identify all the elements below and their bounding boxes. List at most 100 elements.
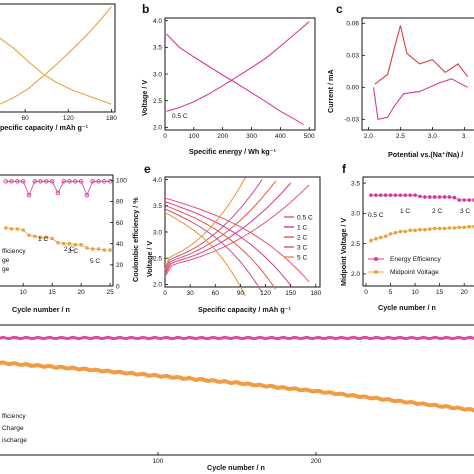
panel-e-legend-label-4: 5 C [297,254,307,261]
panel-f-x-tick-label-3: 15 [436,289,444,296]
panel-f-point [462,225,466,230]
panel-d-point [85,246,89,250]
panel-b-x-tick-label-2: 200 [217,133,228,140]
panel-d-point [27,233,31,237]
panel-d: 10 15 20 25 0 20 40 60 80 100 1 C 2 C 3 C 5 C ff… [0,174,140,314]
panel-f-y-tick-label-0: 2.0 [351,271,360,278]
panel-c-y-tick-label-2: 0.03 [346,53,359,60]
panel-d-x-tick-label-1: 15 [49,289,57,296]
panel-e-charge-1C [164,182,292,275]
panel-e-x-tick-label-0: 0 [163,290,167,297]
panel-f-point [378,193,383,197]
panel-b-curves [166,21,310,126]
panel-b-x-tick-label-3: 300 [246,133,257,140]
panel-b-x-tick-label-1: 100 [188,133,199,140]
panel-a-frame [0,3,116,113]
panel-f-point [398,229,403,234]
panel-d-point [33,234,37,238]
panel-g-x-tick-label-1: 200 [311,458,322,465]
panel-c-y-tick-label-1: 0.00 [346,85,359,92]
legend-midpoint-voltage-label: Midpoint Voltage [390,269,439,276]
panel-f-point [452,195,457,200]
panel-f-markers [369,193,474,243]
panel-a-x-tick-label-2: 180 [106,115,117,122]
panel-d-rate-2: 2 C [64,246,74,253]
panel-f-line-1 [370,226,474,241]
panel-e-y-tick-label-1: 2.5 [153,255,162,262]
panel-g: 100 200 fficiency Charge ischarge Cycle n… [0,324,474,472]
panel-f-point [432,195,437,199]
panel-a: 60 120 180 pecific capacity / mAh g⁻¹ [0,3,117,132]
panel-e-x-tick-label-5: 150 [285,290,296,297]
panel-c-curve-1 [372,78,468,120]
panel-d-rate-4: 5 C [90,258,100,265]
legend-energy-efficiency-marker [374,257,378,261]
panel-e-discharge-2C [164,204,277,290]
panel-g-capacity [0,360,474,413]
panel-e-x-tick-label-4: 120 [260,290,271,297]
panel-e-y-tick-label-4: 4.0 [153,177,162,184]
panel-a-curve-1 [0,37,112,105]
panel-d-y-tick-label-0: 0 [116,283,120,290]
panel-d-point [67,179,72,184]
panel-d-point [9,227,14,231]
panel-e-y-label: Voltage / V [145,241,154,277]
panel-f-y-tick-label-1: 2.5 [351,241,360,248]
panel-f-point [403,229,408,234]
panel-f-x-tick-label-4: 20 [461,289,469,296]
panel-f-point [442,226,447,231]
panel-e-x-tick-label-3: 90 [237,290,245,297]
panel-d-rate-1: 1 C [38,236,48,243]
panel-d-point [107,179,113,184]
panel-b-rate-annotation: 0.5 C [172,113,188,120]
panel-f-letter: f [342,162,347,176]
panel-b-x-ticks: 0 100 200 300 400 500 [163,127,315,140]
panel-d-frame [0,174,114,287]
panel-a-curves [0,6,112,105]
panel-d-point [49,179,55,184]
panel-e-x-tick-label-6: 180 [310,290,321,297]
panel-d-legend-1: fficiency [2,248,26,255]
panel-f-point [369,238,373,243]
panel-a-curve-0 [0,6,112,105]
panel-b-y-tick-label-3: 3.5 [153,45,162,52]
panel-d-point [38,235,43,239]
panel-e-legend-label-0: 0.5 C [297,214,313,221]
panel-f-x-tick-label-1: 5 [389,289,393,296]
panel-e-charge-05C [164,184,310,277]
panel-e-x-tick-label-1: 30 [187,290,195,297]
panel-e-charge-3C [164,179,263,272]
panel-d-legend-3: ge [2,266,10,273]
panel-d-y-tick-label-3: 60 [116,220,124,227]
panel-e-discharge-3C [164,208,263,294]
panel-d-point [73,243,77,247]
panel-e-charge-5C [164,177,246,270]
panel-c-y-label: Current / mA [326,69,335,113]
panel-e-letter: e [144,162,151,176]
panel-d-point [38,179,43,184]
panel-f-point [383,234,388,239]
panel-c-x-tick-label-2: 3.0 [428,133,437,140]
panel-e-charge-2C [164,180,276,274]
panel-f-x-tick-label-2: 10 [411,289,419,296]
panel-d-x-tick-label-2: 20 [78,289,86,296]
panel-g-legend-1: fficiency [2,413,26,420]
panel-f-point [393,193,398,197]
panel-d-x-label: Cycle number / n [12,305,70,314]
panel-d-x-tick-label-0: 10 [20,289,28,296]
panel-c: c 2.0 2.5 3.0 3. -0.03 0.00 0.03 0.06 Potentia… [326,2,474,159]
panel-g-x-ticks: 100 200 [153,452,322,465]
panel-f-point [408,193,412,197]
panel-e-discharge-05C [164,197,310,283]
panel-f-point [418,227,422,232]
panel-b-x-tick-label-5: 500 [304,133,315,140]
panel-f-point [428,195,432,199]
panel-d-rate-3: 3 C [68,248,78,255]
panel-a-x-label: pecific capacity / mAh g⁻¹ [0,123,89,132]
panel-d-legend-2: ge [2,257,10,264]
panel-f-point [393,230,398,235]
panel-f-point [462,198,466,202]
panel-d-point [73,179,78,184]
panel-f-rate-4: 3 C [460,208,470,215]
panel-f-point [447,195,452,199]
